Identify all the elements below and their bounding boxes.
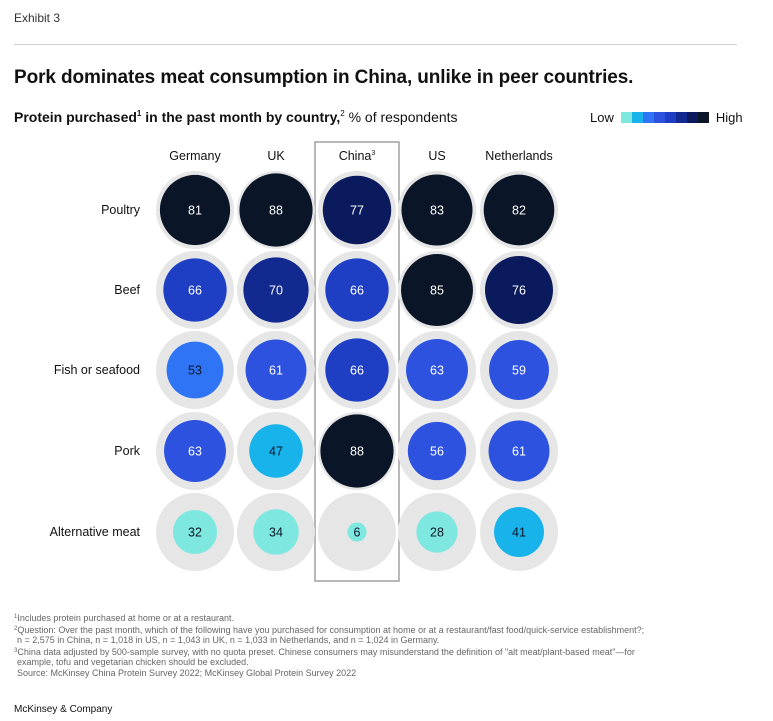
bubble-value [488, 420, 550, 482]
chart-title: Pork dominates meat consumption in China… [14, 67, 634, 88]
bubble-value [166, 341, 224, 399]
bubble-value-label: 32 [188, 526, 202, 540]
subtitle-unit: % of respondents [344, 109, 458, 125]
row-label: Poultry [101, 203, 141, 217]
bubble-value [159, 174, 231, 246]
row-label: Alternative meat [50, 525, 141, 539]
column-header: UK [267, 149, 285, 163]
bubble-value-label: 76 [512, 284, 526, 298]
row-label: Fish or seafood [54, 363, 140, 377]
bubble-value [322, 175, 392, 245]
footnote-3-cont: example, tofu and vegetarian chicken sho… [17, 657, 249, 667]
column-header: Netherlands [485, 149, 552, 163]
legend-swatch [642, 112, 654, 123]
bubble-value [245, 339, 307, 401]
bubble-value [416, 511, 458, 553]
legend-swatch [664, 112, 676, 123]
subtitle-sup2: 2 [340, 109, 345, 118]
legend-swatches [620, 112, 709, 123]
column-header: US [428, 149, 445, 163]
subtitle-bold: Protein purchased [14, 109, 137, 125]
column-header: Germany [169, 149, 221, 163]
bubble-value-label: 88 [269, 204, 283, 218]
brand-logo-text: McKinsey & Company [14, 704, 113, 715]
bubble-value [325, 338, 389, 402]
bubble-value [347, 522, 367, 542]
color-legend: Low High [590, 110, 743, 125]
bubble-value-label: 63 [188, 445, 202, 459]
bubble-value-label: 81 [188, 204, 202, 218]
bubble-value [489, 340, 549, 400]
row-label: Pork [114, 444, 140, 458]
footnote-1: 1Includes protein purchased at home or a… [14, 613, 234, 623]
legend-swatch [620, 112, 632, 123]
legend-swatch [631, 112, 643, 123]
bubble-value [401, 174, 473, 246]
bubble-value [163, 258, 227, 322]
bubble-value [253, 509, 299, 555]
bubble-value-label: 61 [512, 445, 526, 459]
exhibit-label: Exhibit 3 [14, 11, 61, 25]
bubble-value-label: 66 [188, 284, 202, 298]
legend-swatch [675, 112, 687, 123]
bubble-value-label: 82 [512, 204, 526, 218]
bubble-value-label: 88 [350, 445, 364, 459]
row-label: Beef [114, 283, 140, 297]
bubble-value-label: 83 [430, 204, 444, 218]
subtitle-sup1: 1 [136, 109, 142, 118]
bubble-value-label: 63 [430, 364, 444, 378]
bubble-value [320, 414, 394, 488]
bubble-value [494, 507, 544, 557]
bubble-value [164, 420, 226, 482]
bubble-matrix-chart: Germany UK China3 US Netherlands Poultry Beef F… [50, 141, 558, 582]
bubble-value-label: 66 [350, 284, 364, 298]
bubble-value [239, 173, 313, 247]
bubble-value [485, 256, 553, 324]
bubble-value [401, 254, 473, 326]
bubble-value [243, 257, 309, 323]
source-note: Source: McKinsey China Protein Survey 20… [17, 667, 357, 678]
legend-swatch [686, 112, 698, 123]
bubble-value-label: 34 [269, 526, 283, 540]
bubble-value-label: 59 [512, 364, 526, 378]
legend-swatch [697, 112, 709, 123]
bubble-value-label: 77 [350, 204, 364, 218]
bubble-value [407, 421, 467, 481]
bubble-value-label: 47 [269, 445, 283, 459]
bubble-value-label: 53 [188, 364, 202, 378]
header-divider [14, 44, 737, 45]
bubble-value-label: 56 [430, 445, 444, 459]
footnote-2-cont: n = 2,575 in China, n = 1,018 in US, n =… [17, 635, 440, 645]
bubble-value-label: 28 [430, 526, 444, 540]
bubble-value-label: 85 [430, 284, 444, 298]
chart-subtitle: Protein purchased1 in the past month by … [14, 109, 458, 125]
bubble-value-label: 41 [512, 526, 526, 540]
bubble-value [483, 174, 555, 246]
footnote-3: 3China data adjusted by 500-sample surve… [14, 646, 635, 657]
legend-high-label: High [715, 110, 743, 125]
legend-swatch [653, 112, 665, 123]
footnote-2: 2Question: Over the past month, which of… [14, 624, 645, 635]
bubble-value-label: 70 [269, 284, 283, 298]
bubble-value [172, 509, 218, 555]
bubble-value [325, 258, 389, 322]
subtitle-bold-2: in the past month by country, [141, 109, 341, 125]
bubble-value [406, 339, 468, 401]
bubble-value-label: 61 [269, 364, 283, 378]
column-header: China3 [339, 149, 376, 163]
legend-low-label: Low [590, 110, 614, 125]
bubble-value-label: 66 [350, 364, 364, 378]
bubble-value-label: 6 [354, 526, 361, 540]
bubble-value [249, 424, 303, 478]
footnotes: 1Includes protein purchased at home or a… [14, 612, 754, 678]
